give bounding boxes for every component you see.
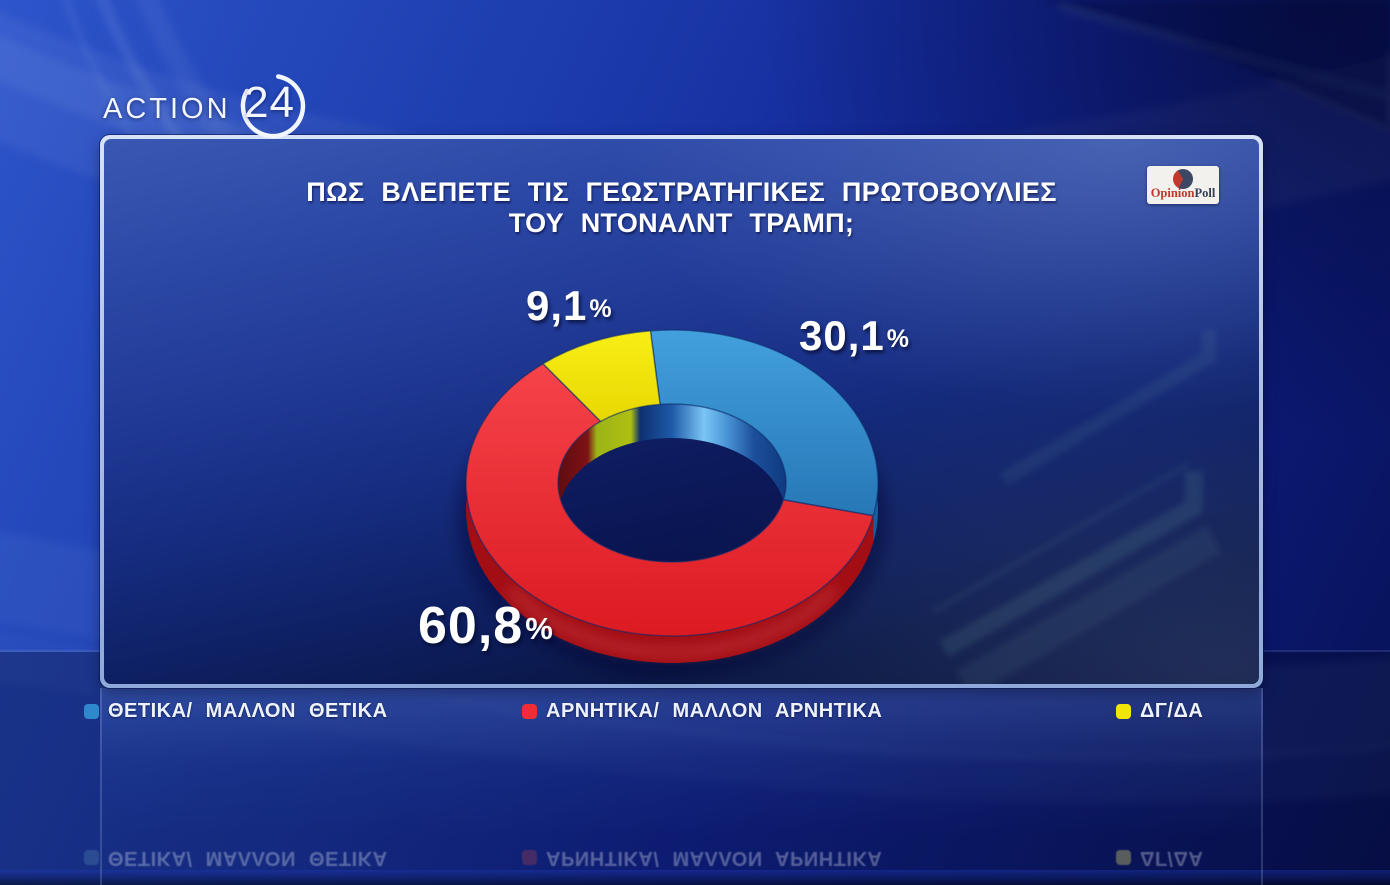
background-bottom-strip [0,870,1390,885]
legend-label-positive: ΘΕΤΙΚΑ/ ΜΑΛΛΟΝ ΘΕΤΙΚΑ [108,699,388,722]
channel-logo-wordmark: ACTION [103,92,231,125]
legend-swatch-positive [84,703,99,719]
legend-item-negative: ΑΡΝΗΤΙΚΑ/ ΜΑΛΛΟΝ ΑΡΝΗΤΙΚΑ [522,699,882,723]
value-label-negative: 60,8% [418,597,553,655]
legend-label-negative: ΑΡΝΗΤΙΚΑ/ ΜΑΛΛΟΝ ΑΡΝΗΤΙΚΑ [546,699,883,722]
legend-item-dk: ΔΓ/ΔΑ [1116,699,1203,723]
poll-question-line2: ΤΟΥ ΝΤΟΝΑΛΝΤ ΤΡΑΜΠ; [508,208,855,238]
legend-reflection-swatch [1116,850,1131,866]
channel-logo: ACTION 24 [103,62,313,142]
value-label-dk: 9,1% [526,282,612,329]
legend-reflection-positive: ΘΕΤΙΚΑ/ ΜΑΛΛΟΝ ΘΕΤΙΚΑ [84,846,388,870]
poll-panel-inner: ΠΩΣ ΒΛΕΠΕΤΕ ΤΙΣ ΓΕΩΣΤΡΑΤΗΓΙΚΕΣ ΠΡΩΤΟΒΟΥΛ… [104,139,1259,684]
legend-reflection-swatch [522,850,537,866]
legend-item-positive: ΘΕΤΙΚΑ/ ΜΑΛΛΟΝ ΘΕΤΙΚΑ [84,699,388,723]
channel-logo-number: 24 [244,78,296,127]
opinionpoll-logo: OpinionPoll [1147,166,1219,204]
legend-swatch-dk [1116,703,1131,719]
legend-reflection-swatch [84,850,99,866]
legend-reflection-negative: ΑΡΝΗΤΙΚΑ/ ΜΑΛΛΟΝ ΑΡΝΗΤΙΚΑ [522,846,882,870]
value-label-positive: 30,1% [799,312,909,359]
channel-logo-circle: 24 [235,62,313,142]
legend-reflection-dk: ΔΓ/ΔΑ [1116,846,1203,870]
poll-question-line1: ΠΩΣ ΒΛΕΠΕΤΕ ΤΙΣ ΓΕΩΣΤΡΑΤΗΓΙΚΕΣ ΠΡΩΤΟΒΟΥΛ… [306,177,1057,207]
poll-panel: ΠΩΣ ΒΛΕΠΕΤΕ ΤΙΣ ΓΕΩΣΤΡΑΤΗΓΙΚΕΣ ΠΡΩΤΟΒΟΥΛ… [100,135,1263,688]
legend-label-dk: ΔΓ/ΔΑ [1140,699,1204,722]
opinionpoll-logo-text: OpinionPoll [1150,186,1216,200]
poll-question-title: ΠΩΣ ΒΛΕΠΕΤΕ ΤΙΣ ΓΕΩΣΤΡΑΤΗΓΙΚΕΣ ΠΡΩΤΟΒΟΥΛ… [104,177,1259,239]
legend-swatch-negative [522,703,537,719]
